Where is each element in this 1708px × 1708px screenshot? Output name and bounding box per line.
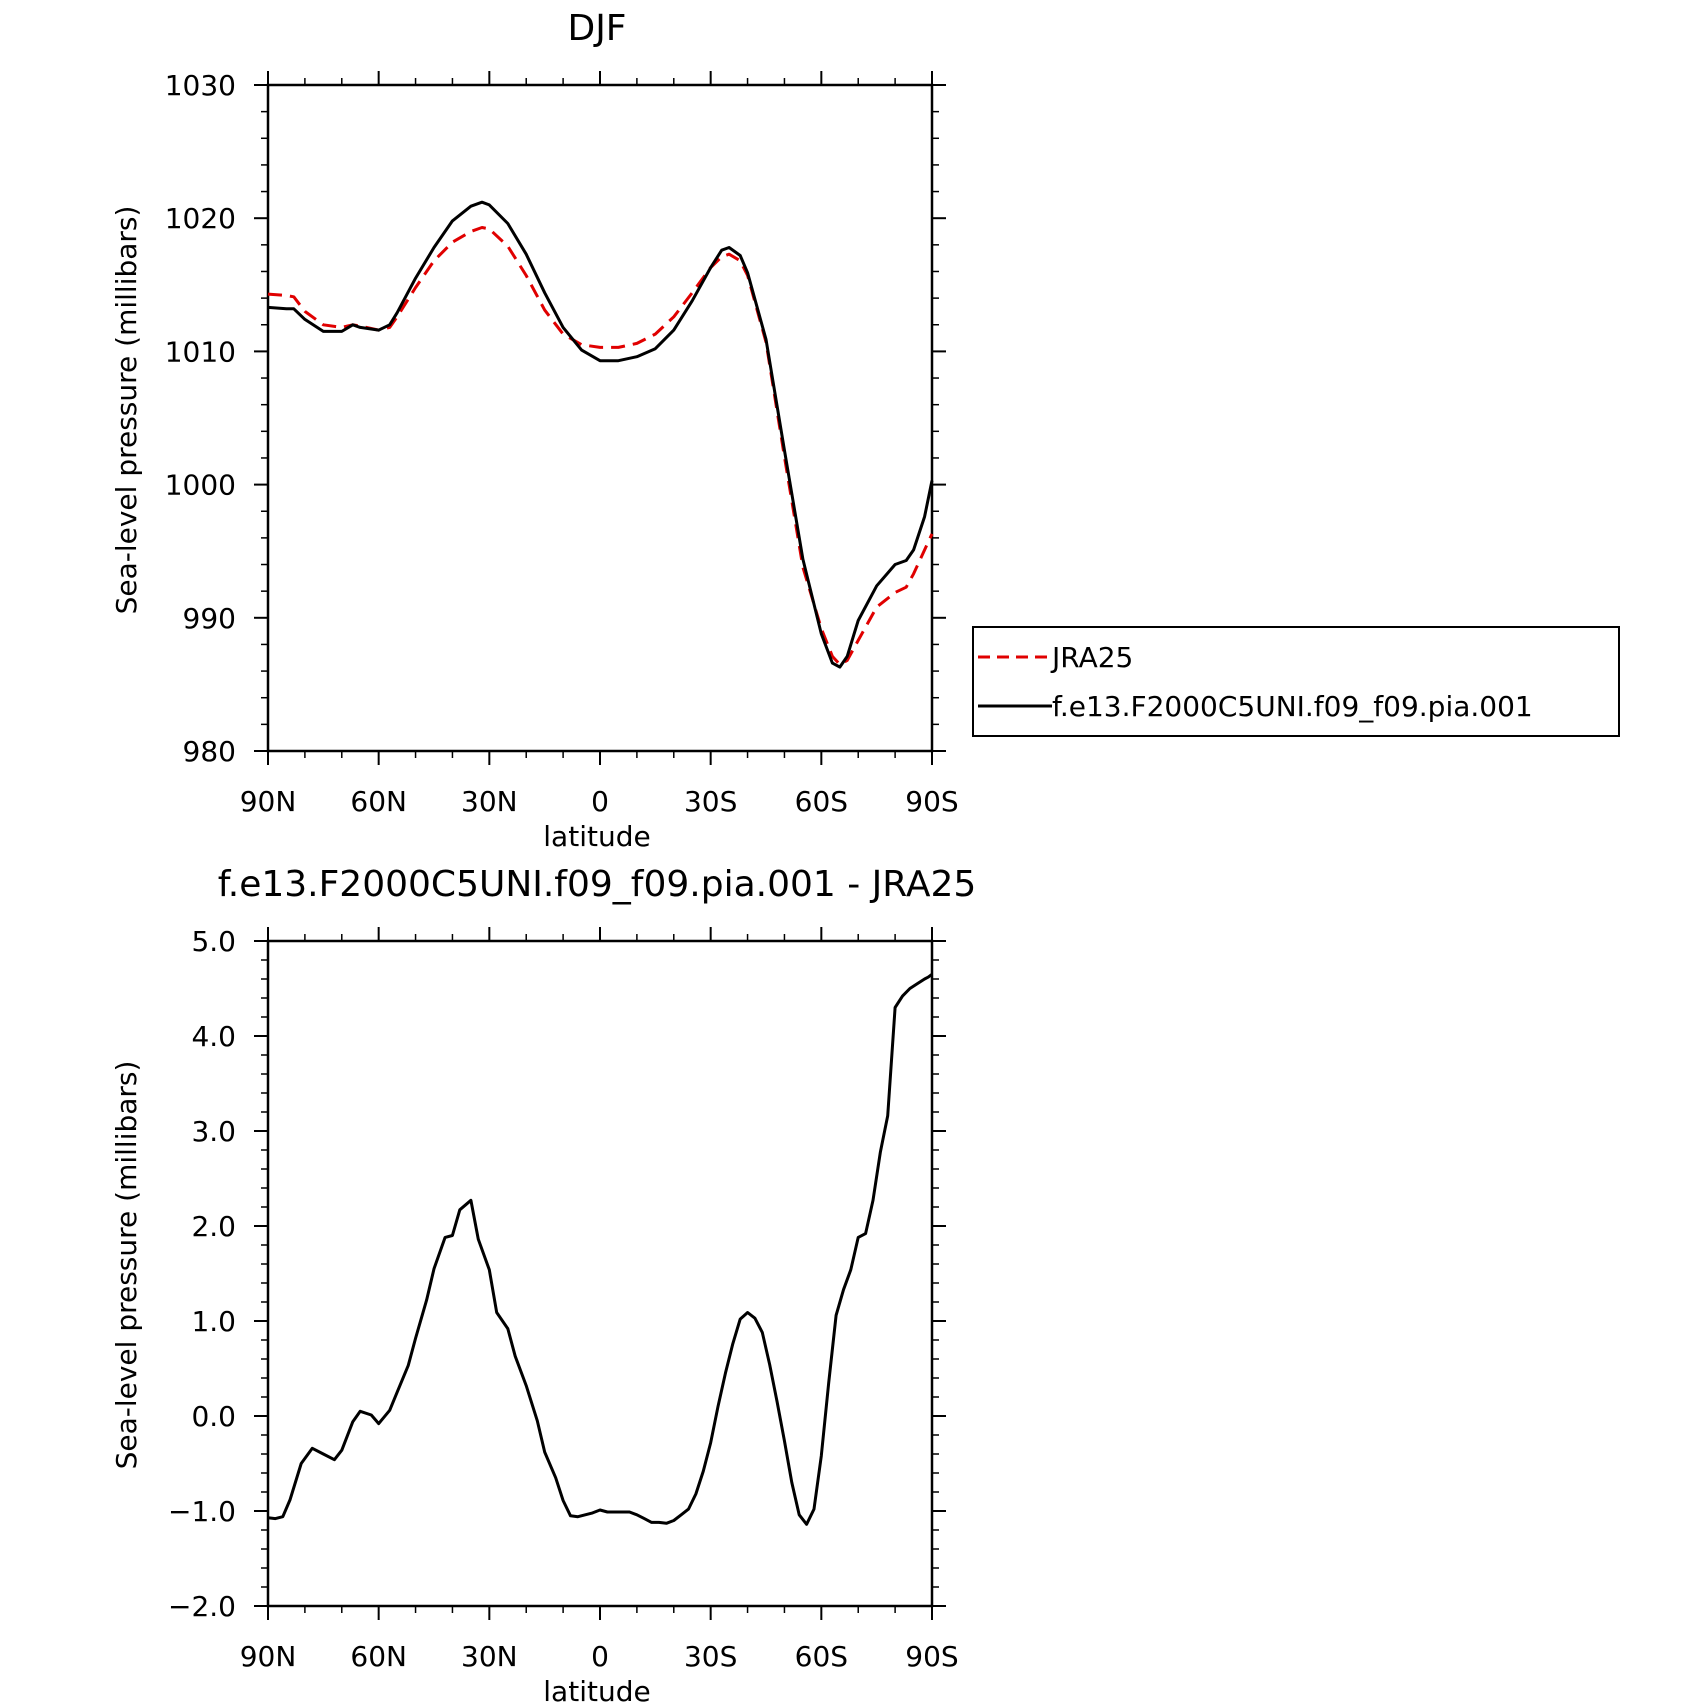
top-x-tick-label: 30N [461, 785, 518, 818]
bottom-y-tick-label: 2.0 [191, 1210, 236, 1243]
bottom-chart-title: f.e13.F2000C5UNI.f09_f09.pia.001 - JRA25 [218, 864, 977, 905]
top-y-tick-label: 990 [183, 602, 236, 635]
top-axes: 90N 60N 30N 0 30S 60S 90S 980 990 1000 1010 1020 103… [165, 69, 959, 818]
top-x-tick-label: 60N [350, 785, 407, 818]
top-series-jra25-line [267, 226, 934, 666]
legend-box [972, 626, 1620, 737]
bottom-y-tick-label: 5.0 [191, 925, 236, 958]
top-chart-title: DJF [567, 8, 626, 49]
top-y-tick-label: 1030 [165, 69, 236, 102]
bottom-x-tick-label: 60S [795, 1640, 848, 1673]
top-y-tick-label: 1010 [165, 335, 236, 368]
bottom-x-tick-label: 60N [350, 1640, 407, 1673]
top-plot-frame [266, 83, 934, 753]
bottom-plot-frame [266, 939, 934, 1608]
bottom-x-tick-label: 90N [240, 1640, 297, 1673]
bottom-y-tick-label: 0.0 [191, 1400, 236, 1433]
bottom-x-tick-label: 30S [684, 1640, 737, 1673]
bottom-x-tick-label: 0 [591, 1640, 609, 1673]
top-series-model-line [267, 200, 934, 669]
top-y-tick-label: 980 [183, 735, 236, 768]
bottom-x-axis-label: latitude [543, 1675, 650, 1708]
legend-label-jra25: JRA25 [1050, 641, 1133, 674]
bottom-y-tick-label: 3.0 [191, 1115, 236, 1148]
legend-label-model: f.e13.F2000C5UNI.f09_f09.pia.001 [1052, 690, 1533, 723]
top-x-tick-label: 90S [905, 785, 958, 818]
top-y-tick-label: 1020 [165, 202, 236, 235]
bottom-y-tick-label: −1.0 [168, 1495, 236, 1528]
bottom-series-difference-line [267, 973, 933, 1526]
top-panel: DJF latitude Sea-level pressure (milliba… [110, 8, 959, 853]
top-y-axis-label: Sea-level pressure (millibars) [110, 206, 143, 615]
top-y-tick-label: 1000 [165, 469, 236, 502]
bottom-y-tick-label: −2.0 [168, 1590, 236, 1623]
bottom-axes: 90N 60N 30N 0 30S 60S 90S −2.0 −1.0 0.0 1.0 2.0 3.0 4… [168, 925, 959, 1673]
top-series-group [267, 200, 934, 669]
bottom-y-axis-label: Sea-level pressure (millibars) [110, 1061, 143, 1470]
bottom-x-tick-label: 30N [461, 1640, 518, 1673]
top-x-tick-label: 90N [240, 785, 297, 818]
top-x-axis-label: latitude [543, 820, 650, 853]
legend: JRA25 f.e13.F2000C5UNI.f09_f09.pia.001 [972, 626, 1620, 737]
top-x-tick-label: 60S [795, 785, 848, 818]
top-x-tick-label: 30S [684, 785, 737, 818]
bottom-series-group [267, 973, 933, 1526]
bottom-y-tick-label: 4.0 [191, 1020, 236, 1053]
bottom-x-tick-label: 90S [905, 1640, 958, 1673]
bottom-y-tick-label: 1.0 [191, 1305, 236, 1338]
top-x-tick-label: 0 [591, 785, 609, 818]
bottom-panel: f.e13.F2000C5UNI.f09_f09.pia.001 - JRA25… [110, 864, 976, 1708]
